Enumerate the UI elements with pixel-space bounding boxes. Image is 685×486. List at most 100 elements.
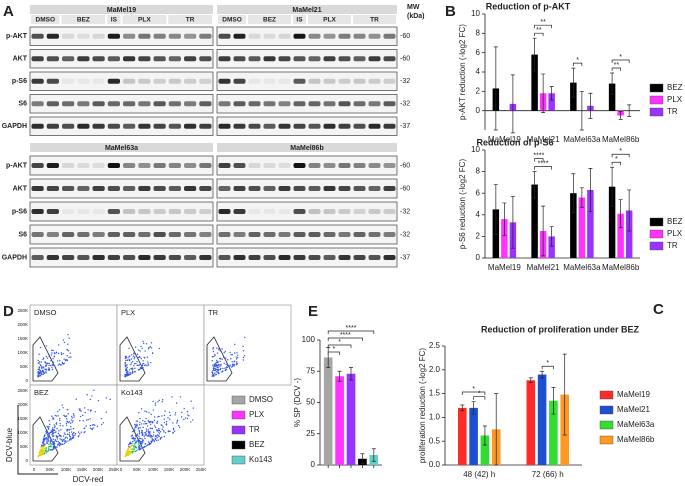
event-dot bbox=[105, 411, 107, 413]
legend-swatch bbox=[231, 410, 246, 420]
band bbox=[31, 33, 44, 39]
band bbox=[338, 101, 351, 107]
flow-y-tick: 100K bbox=[17, 430, 28, 435]
band bbox=[263, 163, 276, 168]
band bbox=[168, 56, 181, 62]
bar bbox=[501, 219, 508, 258]
band bbox=[123, 209, 136, 214]
event-dot bbox=[65, 359, 67, 361]
event-dot bbox=[147, 444, 149, 446]
band bbox=[153, 101, 166, 107]
y-tick-label: 50 bbox=[306, 398, 315, 407]
flow-y-title: DCV-blue bbox=[5, 427, 14, 462]
event-dot bbox=[134, 428, 136, 430]
event-dot bbox=[48, 443, 50, 446]
band bbox=[153, 186, 166, 191]
y-tick-label: 1.0 bbox=[429, 413, 441, 422]
event-dot bbox=[126, 452, 128, 455]
blot-strip bbox=[29, 201, 214, 222]
event-dot bbox=[61, 443, 64, 445]
error-bar bbox=[532, 37, 537, 72]
band bbox=[199, 101, 212, 107]
error-bar bbox=[627, 189, 632, 232]
event-dot bbox=[129, 373, 132, 376]
band bbox=[123, 123, 136, 129]
band bbox=[62, 232, 75, 237]
band bbox=[293, 33, 306, 39]
band bbox=[92, 255, 105, 260]
event-dot bbox=[132, 437, 135, 439]
event-dot bbox=[47, 449, 50, 452]
event-dot bbox=[46, 363, 49, 365]
band bbox=[308, 255, 321, 260]
event-dot bbox=[52, 438, 54, 440]
event-dot bbox=[43, 435, 45, 438]
event-dot bbox=[137, 356, 140, 359]
flow-y-tick: 0 bbox=[25, 378, 28, 383]
event-dot bbox=[60, 435, 62, 438]
event-dot bbox=[83, 427, 86, 429]
event-dot bbox=[172, 422, 174, 424]
event-dot bbox=[214, 368, 217, 370]
event-dot bbox=[43, 451, 45, 453]
event-dot bbox=[55, 352, 57, 354]
event-dot bbox=[48, 446, 50, 448]
event-dot bbox=[68, 438, 71, 440]
event-dot bbox=[127, 373, 129, 375]
band bbox=[138, 56, 151, 62]
event-dot bbox=[40, 373, 43, 376]
event-dot bbox=[66, 437, 69, 439]
x-tick-label: MaMel21 bbox=[527, 135, 560, 144]
event-dot bbox=[45, 450, 47, 453]
event-dot bbox=[128, 445, 130, 448]
error-bar bbox=[571, 173, 576, 213]
event-dot bbox=[145, 433, 147, 435]
event-dot bbox=[124, 366, 127, 368]
event-dot bbox=[62, 353, 64, 355]
event-dot bbox=[154, 438, 157, 441]
event-dot bbox=[91, 424, 94, 426]
event-dot bbox=[186, 417, 189, 420]
event-dot bbox=[226, 359, 229, 361]
bracket bbox=[327, 337, 363, 341]
band bbox=[153, 78, 166, 84]
bar bbox=[625, 210, 633, 258]
blot-header bbox=[30, 5, 213, 14]
flow-label: BEZ bbox=[34, 388, 49, 397]
event-dot bbox=[150, 441, 153, 444]
event-dot bbox=[66, 418, 68, 420]
event-dot bbox=[48, 426, 50, 428]
event-dot bbox=[150, 434, 152, 437]
event-dot bbox=[136, 423, 138, 426]
event-dot bbox=[52, 418, 55, 420]
event-dot bbox=[237, 356, 239, 359]
event-dot bbox=[229, 351, 231, 354]
event-dot bbox=[213, 369, 215, 372]
event-dot bbox=[58, 441, 61, 444]
legend-swatch bbox=[231, 395, 246, 405]
event-dot bbox=[149, 361, 152, 364]
flow-y-tick: 0 bbox=[25, 458, 28, 463]
event-dot bbox=[145, 434, 147, 436]
event-dot bbox=[161, 401, 163, 403]
band bbox=[308, 186, 321, 191]
band bbox=[46, 33, 59, 39]
band bbox=[138, 163, 151, 168]
band bbox=[62, 163, 75, 168]
band bbox=[138, 101, 151, 107]
band bbox=[77, 78, 90, 84]
chart-title: Reduction of proliferation under BEZ bbox=[481, 324, 639, 334]
event-dot bbox=[71, 421, 73, 423]
event-dot bbox=[135, 362, 137, 365]
flow-y-tick: 150K bbox=[17, 336, 28, 341]
event-dot bbox=[150, 347, 153, 349]
event-dot bbox=[141, 438, 143, 440]
event-dot bbox=[96, 425, 99, 428]
error-bar bbox=[337, 370, 342, 382]
band bbox=[107, 123, 120, 129]
event-dot bbox=[130, 364, 132, 366]
event-dot bbox=[48, 369, 50, 372]
flow-axis bbox=[17, 405, 58, 475]
event-dot bbox=[142, 439, 145, 441]
